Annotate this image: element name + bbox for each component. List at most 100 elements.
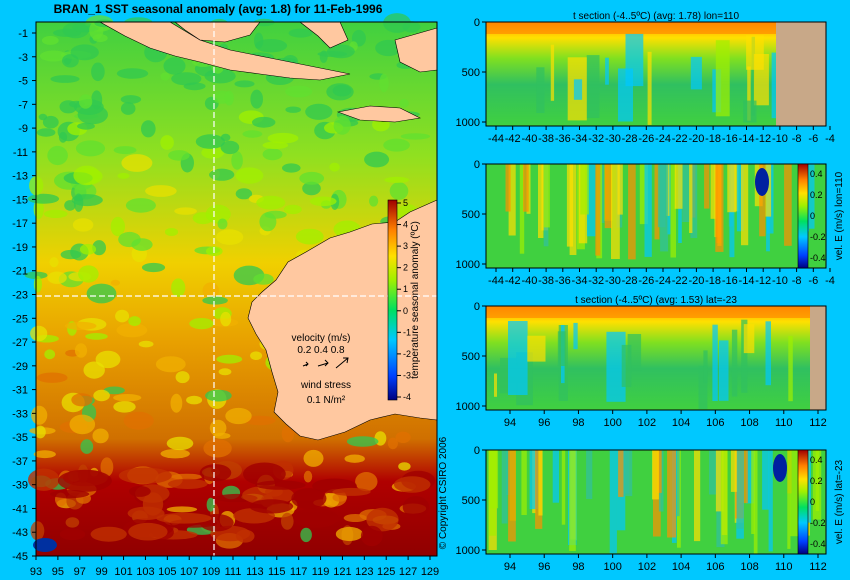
map-x-tick-label: 93 xyxy=(30,566,42,578)
section-x-tick-label: -22 xyxy=(672,133,688,145)
sst-map-cell xyxy=(78,94,93,109)
section-x-tick-label: -26 xyxy=(638,133,654,145)
sst-colorbar-tick-label: 3 xyxy=(403,241,408,251)
velocity-colorbar-label: vel. E (m/s) lat=-23 xyxy=(834,459,845,544)
map-y-tick-label: -23 xyxy=(12,290,28,302)
sst-map-cell xyxy=(42,115,59,129)
sst-map-cell xyxy=(199,464,232,482)
sst-map-cell xyxy=(282,163,301,173)
sst-map-cell xyxy=(141,262,166,273)
velocity-colorbar-tick-label: 0.2 xyxy=(810,476,823,486)
sst-map-cell xyxy=(303,449,324,467)
map-y-tick-label: -17 xyxy=(12,218,28,230)
section-x-tick-label: -18 xyxy=(705,133,721,145)
sst-colorbar-tick-label: 2 xyxy=(403,263,408,273)
sst-map-cell xyxy=(281,425,295,443)
sst-map-cell xyxy=(73,165,101,186)
section-y-tick-label: 1000 xyxy=(456,545,480,557)
section-cell xyxy=(751,450,755,534)
map-y-tick-label: -19 xyxy=(12,242,28,254)
section-cell xyxy=(690,164,698,238)
sst-map-cell xyxy=(164,228,179,236)
sst-map-cell xyxy=(249,499,294,514)
sst-map-cell xyxy=(116,323,148,338)
sst-map-cell xyxy=(231,151,243,170)
velocity-colorbar-tick-label: -0.4 xyxy=(810,253,826,263)
section-cell xyxy=(784,164,792,246)
map-y-tick-label: -15 xyxy=(12,194,28,206)
sst-map-cell xyxy=(27,193,60,204)
sst-map-cell xyxy=(383,138,410,152)
section-x-tick-label: -28 xyxy=(622,133,638,145)
section-x-tick-label: -4 xyxy=(825,133,835,145)
velocity-legend-arrows xyxy=(302,357,349,369)
section-x-tick-label: 112 xyxy=(809,561,827,573)
velocity-legend-values: 0.2 0.4 0.8 xyxy=(297,345,345,356)
sst-map-cell xyxy=(205,389,232,402)
sst-map-cell xyxy=(167,478,208,489)
section-x-tick-label: -8 xyxy=(792,133,802,145)
sst-map-cell xyxy=(36,372,68,383)
velocity-colorbar-tick-label: 0 xyxy=(810,211,815,221)
sst-map-cell xyxy=(77,122,95,130)
sst-map-cell xyxy=(93,389,110,402)
section-y-tick-label: 1000 xyxy=(456,401,480,413)
sst-map-cell xyxy=(189,318,214,330)
wind-legend-label: wind stress xyxy=(300,380,351,391)
section-cell xyxy=(704,164,710,209)
map-y-tick-label: -25 xyxy=(12,313,28,325)
sst-map-cell xyxy=(166,436,194,451)
sst-map-cell xyxy=(300,527,312,543)
map-y-axis: -1 -3 -5 -7 -9 -11 -13 -15 -17 -19 -21 -23 -25 -27 -29… xyxy=(12,28,36,563)
sst-map-cell xyxy=(120,95,142,104)
section-cell xyxy=(788,336,793,402)
sst-map-cell xyxy=(170,393,183,413)
sst-map-cell xyxy=(163,57,186,75)
sst-map-cell xyxy=(128,522,168,541)
sst-map-cell xyxy=(255,39,288,53)
sst-map-cell xyxy=(128,485,151,497)
sst-map-cell xyxy=(92,240,106,256)
sst-map-cell xyxy=(113,401,136,413)
section-cell xyxy=(639,164,648,225)
sst-map-cell xyxy=(216,354,243,364)
section-cell xyxy=(494,373,497,397)
section-land xyxy=(810,306,826,410)
section-cell xyxy=(759,164,766,237)
map-x-tick-label: 127 xyxy=(399,566,417,578)
sst-map-panel: -1-3-5-7-9-11-13-15-17-19-21-23-25-27-29… xyxy=(12,13,439,578)
section-cell xyxy=(746,35,764,70)
map-x-tick-label: 99 xyxy=(96,566,108,578)
section-cell xyxy=(529,450,539,510)
sst-map-cell xyxy=(160,449,190,459)
section-cell xyxy=(624,450,630,494)
sst-colorbar-tick-label: 4 xyxy=(403,220,408,230)
sst-map-cell xyxy=(293,508,339,528)
section-cell xyxy=(536,67,545,113)
sst-map-cell xyxy=(83,361,105,379)
map-y-tick-label: -5 xyxy=(18,76,28,88)
sst-map-cell xyxy=(369,195,379,207)
sst-map-cell xyxy=(49,257,59,268)
sst-colorbar-tick-label: -1 xyxy=(403,327,411,337)
section-cell xyxy=(731,329,738,397)
section-y-tick-label: 1000 xyxy=(456,117,480,129)
sst-map-cell xyxy=(299,171,325,185)
section-x-tick-label: -24 xyxy=(655,133,671,145)
section-x-tick-label: -20 xyxy=(688,275,704,287)
section-cell xyxy=(743,324,755,354)
section-cell xyxy=(538,450,543,516)
section-x-tick-label: -6 xyxy=(808,133,818,145)
section-x-tick-label: -16 xyxy=(722,133,738,145)
section-cell xyxy=(787,450,791,549)
sst-map-cell xyxy=(332,84,352,97)
map-y-tick-label: -41 xyxy=(12,503,28,515)
sst-map-cell xyxy=(201,146,225,159)
section-cell xyxy=(710,164,717,219)
sst-map-cell xyxy=(332,487,371,496)
sst-map-cell xyxy=(206,497,215,512)
velocity-colorbar-tick-label: 0.2 xyxy=(810,190,823,200)
section-x-tick-label: 94 xyxy=(504,417,516,429)
sst-map-cell xyxy=(131,238,153,251)
